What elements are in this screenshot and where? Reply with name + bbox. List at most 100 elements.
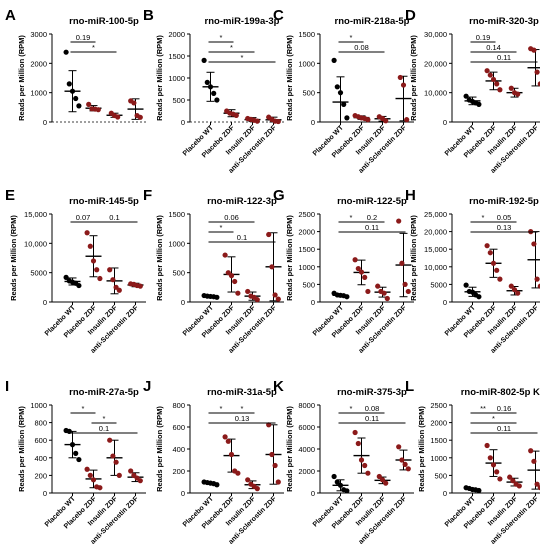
significance-label: 0.05 <box>497 213 512 222</box>
data-point <box>110 453 116 459</box>
data-point <box>334 479 340 485</box>
data-point <box>214 97 220 103</box>
data-point <box>97 485 103 491</box>
data-point <box>254 297 260 303</box>
data-point <box>87 243 93 249</box>
data-point <box>508 85 514 91</box>
data-point <box>531 47 537 53</box>
significance-label: 0.1 <box>237 233 247 242</box>
data-point <box>128 468 134 474</box>
data-point <box>355 440 361 447</box>
data-point <box>110 277 116 283</box>
y-tick-label: 25,000 <box>424 210 447 219</box>
y-tick-label: 1500 <box>168 52 185 61</box>
panel-letter: B <box>143 7 154 24</box>
data-point <box>84 466 90 472</box>
y-tick-label: 0 <box>43 118 47 127</box>
panel-letter: C <box>273 7 284 24</box>
data-point <box>497 276 503 282</box>
data-point <box>352 429 358 436</box>
y-tick-label: 0 <box>43 489 47 498</box>
y-tick-label: 400 <box>172 445 185 454</box>
y-tick-label: 0 <box>43 298 47 307</box>
data-point <box>95 107 101 113</box>
data-point <box>355 265 361 272</box>
data-point <box>235 290 241 296</box>
data-point <box>87 472 93 478</box>
significance-label: 0.1 <box>99 424 109 433</box>
y-axis-label: Reads per Million (RPM) <box>17 406 26 492</box>
y-axis-label: Reads per Million (RPM) <box>155 406 164 492</box>
data-point <box>266 231 272 238</box>
data-point <box>484 442 490 449</box>
y-tick-label: 1000 <box>430 454 447 463</box>
significance-label: * <box>482 213 485 222</box>
data-point <box>69 442 76 448</box>
y-tick-label: 20,000 <box>424 228 447 237</box>
data-point <box>490 462 497 468</box>
data-point <box>137 114 143 120</box>
significance-label: 0.08 <box>354 43 369 52</box>
data-point <box>362 274 368 280</box>
data-point <box>383 118 389 124</box>
significance-label: * <box>103 414 106 423</box>
y-tick-label: 200 <box>34 471 47 480</box>
data-point <box>73 450 79 456</box>
data-point <box>402 461 408 467</box>
data-point <box>66 81 72 87</box>
data-point <box>76 103 82 109</box>
panel-letter: J <box>143 378 151 395</box>
y-axis-label: Reads per Million (RPM) <box>285 35 294 121</box>
data-point <box>402 281 408 287</box>
y-tick-label: 10,000 <box>424 89 447 98</box>
data-point <box>515 91 521 97</box>
data-point <box>116 287 122 293</box>
significance-label: * <box>220 223 223 232</box>
data-point <box>358 269 365 275</box>
data-point <box>405 288 411 295</box>
significance-label: * <box>82 404 85 413</box>
y-tick-label: 0 <box>181 118 185 127</box>
data-point <box>69 88 76 94</box>
y-tick-label: 1000 <box>30 89 47 98</box>
y-axis-label: Reads per Million (RPM) <box>9 215 18 301</box>
y-tick-label: 1500 <box>168 210 185 219</box>
panel-letter: G <box>273 187 285 204</box>
data-point <box>463 282 469 288</box>
y-tick-label: 1000 <box>30 401 47 410</box>
significance-label: * <box>350 33 353 42</box>
data-point <box>494 81 500 87</box>
significance-label: 0.11 <box>497 53 511 62</box>
significance-label: 0.14 <box>486 43 501 52</box>
y-tick-label: 600 <box>34 436 47 445</box>
data-point <box>269 451 275 458</box>
y-tick-label: 8000 <box>298 401 315 410</box>
significance-label: 0.11 <box>365 414 379 423</box>
y-tick-label: 2500 <box>298 210 315 219</box>
chart-title: rno-miR-802-5p KO <box>461 387 540 398</box>
data-point <box>204 79 210 85</box>
data-point <box>358 457 365 463</box>
chart-title: rno-miR-100-5p <box>69 16 139 27</box>
data-point <box>137 478 143 484</box>
y-tick-label: 15,000 <box>424 245 447 254</box>
panel-letter: H <box>405 187 416 204</box>
data-point <box>365 117 371 123</box>
y-tick-label: 0 <box>311 489 315 498</box>
data-point <box>225 438 231 444</box>
panel-letter: F <box>143 187 152 204</box>
y-axis-label: Reads per Million (RPM) <box>285 406 294 492</box>
y-axis-label: Reads per Million (RPM) <box>409 215 418 301</box>
data-point <box>399 260 405 266</box>
y-tick-label: 2000 <box>168 30 185 39</box>
data-point <box>269 264 275 270</box>
data-point <box>76 282 82 289</box>
data-point <box>537 485 540 491</box>
panel-letter: K <box>273 378 284 395</box>
chart-title: rno-miR-375-3p <box>337 387 407 398</box>
significance-label: 0.13 <box>497 223 512 232</box>
data-point <box>399 457 405 463</box>
data-point <box>534 481 540 487</box>
